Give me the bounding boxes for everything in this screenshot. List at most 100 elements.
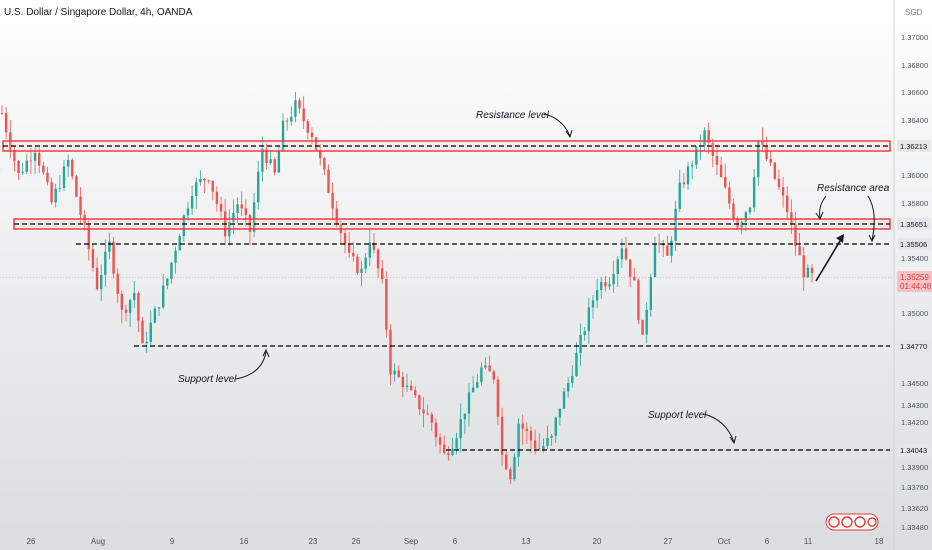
resistance-area-arrow-2-head — [868, 234, 876, 243]
currency-label: SGD — [905, 8, 923, 17]
candle-body — [442, 444, 446, 454]
candle-body — [521, 423, 524, 429]
candle-body — [711, 142, 715, 157]
candle-body — [686, 166, 690, 185]
candle-body — [752, 177, 756, 208]
candle-body — [319, 150, 322, 159]
current-price-tag: 1.35259 01:44:48 — [897, 271, 932, 292]
candle-body — [612, 273, 615, 285]
tradingview-logo[interactable] — [825, 513, 879, 531]
candle-body — [645, 309, 648, 335]
candle-body — [591, 300, 595, 308]
candle-body — [236, 204, 239, 214]
candle-body — [360, 268, 363, 273]
x-axis: 26 Aug 9 16 23 26 Sep 6 13 20 27 Oct 6 11 18 — [27, 537, 884, 546]
candle-body — [455, 438, 458, 449]
candle-body — [434, 422, 438, 438]
x-tick-label: Sep — [404, 537, 419, 546]
candle-body — [604, 281, 607, 287]
projection-arrow — [815, 235, 844, 282]
y-tick-label: 1.33620 — [901, 504, 928, 513]
candle-body — [79, 196, 82, 215]
candle-body — [232, 213, 235, 222]
candle-body — [50, 182, 53, 203]
candle-body — [207, 180, 210, 182]
y-tick-label: 1.35400 — [901, 254, 928, 263]
logo-dot-icon — [841, 516, 853, 528]
candle-body — [633, 276, 636, 281]
candle-body — [376, 249, 380, 269]
y-tick-label: 1.37000 — [901, 33, 928, 42]
candle-body — [525, 428, 529, 431]
candle-body — [546, 437, 549, 446]
candle-body — [550, 435, 553, 438]
candle-body — [137, 292, 140, 321]
candle-body — [719, 164, 723, 178]
candle-body — [29, 160, 33, 162]
candle-body — [310, 132, 314, 138]
candle-body — [46, 172, 49, 183]
candle-body — [504, 454, 508, 470]
candle-body — [595, 290, 599, 301]
candle-body — [108, 241, 111, 252]
candle-body — [542, 445, 545, 450]
candle-body — [372, 242, 376, 250]
candle-body — [558, 408, 562, 418]
candle-body — [802, 255, 805, 278]
candle-body — [4, 113, 8, 133]
candle-body — [248, 214, 252, 232]
x-tick-label: Oct — [718, 537, 731, 546]
candle-body — [405, 385, 409, 387]
candle-body — [798, 246, 801, 256]
candle-body — [347, 244, 351, 253]
candle-body — [571, 375, 574, 384]
x-tick-label: 23 — [309, 537, 318, 546]
resistance-level-price-tag — [897, 140, 931, 152]
candle-body — [765, 145, 768, 160]
candle-body — [517, 423, 520, 457]
candle-body — [769, 159, 772, 163]
x-tick-label: 26 — [352, 537, 361, 546]
candle-body — [153, 308, 157, 323]
candle-body — [476, 382, 479, 388]
candle-body — [302, 108, 305, 122]
candle-body — [554, 417, 557, 436]
candle-body — [674, 208, 677, 241]
candle-body — [269, 159, 272, 163]
x-tick-label: 27 — [664, 537, 673, 546]
candle-body — [58, 187, 62, 189]
chart-title: U.S. Dollar / Singapore Dollar, 4h, OAND… — [4, 7, 193, 18]
candle-body — [203, 178, 206, 181]
candle-body — [422, 409, 425, 414]
candle-body — [133, 292, 136, 301]
candle-body — [426, 413, 429, 415]
candle-body — [736, 218, 739, 228]
x-tick-label: 20 — [593, 537, 602, 546]
logo-dot-icon — [828, 516, 840, 528]
candle-body — [244, 208, 248, 215]
candle-body — [562, 391, 566, 409]
candle-body — [682, 182, 686, 185]
candle-body — [575, 352, 578, 376]
resistance-area-arrow-2 — [867, 195, 875, 241]
candle-body — [186, 208, 190, 216]
y-tick-label: 1.33480 — [901, 523, 928, 532]
candle-body — [513, 456, 516, 480]
candle-body — [13, 150, 16, 161]
candle-body — [257, 171, 260, 203]
support-level-1-price-label: 1.34770 — [900, 342, 927, 351]
y-tick-label: 1.36400 — [901, 116, 928, 125]
support-level-arrow-2 — [703, 413, 735, 443]
y-tick-label: 1.36600 — [901, 88, 928, 97]
candle-body — [806, 267, 810, 278]
candle-body — [120, 293, 124, 310]
candle-body — [83, 214, 86, 225]
y-axis: 1.37000 1.36800 1.36600 1.36400 1.36000 1.358… — [901, 33, 928, 532]
candle-body — [678, 182, 681, 209]
candle-body — [95, 267, 99, 290]
candle-body — [657, 243, 661, 245]
candle-body — [33, 152, 37, 161]
candle-body — [306, 121, 310, 133]
candle-body — [418, 395, 421, 410]
